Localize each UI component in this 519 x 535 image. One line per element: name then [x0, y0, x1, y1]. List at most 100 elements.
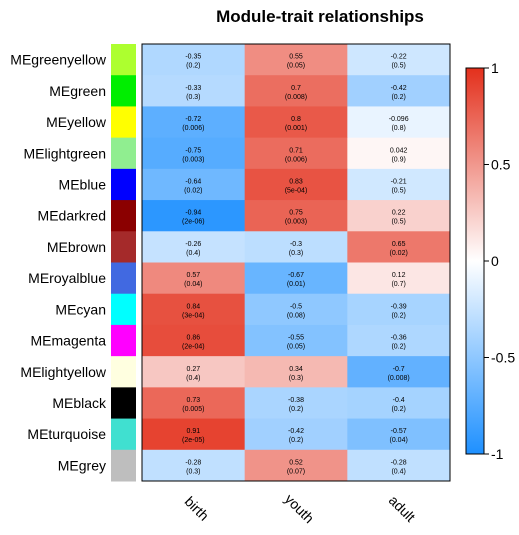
heatmap-cell: [244, 137, 348, 170]
heatmap-cell: [142, 200, 246, 232]
heatmap-cell: [142, 137, 246, 170]
cell-pvalue-label: (0.006): [285, 156, 307, 163]
row-label: MEblue: [59, 176, 107, 192]
heatmap-cell: [244, 387, 348, 420]
module-color-swatch: [111, 44, 136, 76]
module-color-swatches: [111, 44, 136, 482]
row-label: MEroyalblue: [28, 270, 106, 286]
cell-correlation-label: 0.83: [289, 178, 303, 185]
colorbar-tick-label: 1: [491, 60, 499, 76]
heatmap-cell: [244, 324, 348, 357]
module-color-swatch: [111, 293, 136, 326]
row-labels: MEgreenyellow MEgreen MEyellow MElightgreen…: [10, 52, 107, 474]
cell-pvalue-label: (0.4): [391, 468, 405, 475]
cell-pvalue-label: (0.3): [186, 94, 200, 101]
module-color-swatch: [111, 200, 136, 232]
cell-correlation-label: 0.84: [187, 303, 201, 310]
cell-pvalue-label: (0.5): [391, 63, 405, 70]
row-label: MEturquoise: [27, 426, 106, 442]
heatmap-cell: [142, 418, 246, 451]
cell-pvalue-label: (0.003): [182, 156, 204, 163]
module-color-swatch: [111, 356, 136, 388]
heatmap-cell: [244, 200, 348, 232]
cell-correlation-label: -0.55: [288, 335, 304, 342]
cell-correlation-label: -0.57: [391, 428, 407, 435]
heatmap-cell: [142, 75, 246, 107]
cell-pvalue-label: (0.008): [285, 94, 307, 101]
heatmap-cell: [244, 418, 348, 451]
heatmap-cell: [244, 262, 348, 295]
row-label: MEgreenyellow: [10, 52, 107, 68]
colorbar-gradient: [465, 67, 485, 455]
module-color-swatch: [111, 75, 136, 107]
cell-pvalue-label: (0.04): [184, 281, 202, 288]
cell-correlation-label: -0.72: [185, 116, 201, 123]
heatmap-cells: -0.35 (0.2) 0.55 (0.05) -0.22 (0.5) -0.33 (0.3)…: [142, 44, 451, 482]
cell-correlation-label: 0.042: [390, 147, 408, 154]
cell-correlation-label: 0.22: [392, 210, 406, 217]
heatmap-cell: [142, 44, 246, 76]
cell-correlation-label: -0.94: [185, 210, 201, 217]
cell-pvalue-label: (0.005): [182, 406, 204, 413]
cell-pvalue-label: (0.02): [390, 250, 408, 257]
cell-correlation-label: -0.38: [288, 397, 304, 404]
cell-pvalue-label: (0.08): [287, 312, 305, 319]
module-color-swatch: [111, 137, 136, 170]
heatmap-cell: [347, 356, 451, 388]
heatmap-cell: [347, 168, 451, 201]
column-label: adult: [386, 492, 419, 525]
cell-correlation-label: 0.73: [187, 397, 201, 404]
cell-correlation-label: -0.67: [288, 272, 304, 279]
heatmap-cell: [244, 293, 348, 326]
row-label: MElightgreen: [24, 145, 107, 161]
cell-pvalue-label: (0.05): [287, 63, 305, 70]
row-label: MEdarkred: [38, 208, 106, 224]
cell-correlation-label: -0.3: [290, 241, 302, 248]
cell-pvalue-label: (5e-04): [285, 187, 308, 194]
cell-correlation-label: 0.7: [291, 85, 301, 92]
row-label: MEgreen: [49, 83, 106, 99]
row-label: MEmagenta: [31, 333, 107, 349]
heatmap-cell: [347, 106, 451, 139]
row-label: MEblack: [52, 395, 107, 411]
cell-pvalue-label: (3e-04): [182, 312, 205, 319]
cell-correlation-label: -0.39: [391, 303, 407, 310]
heatmap-cell: [142, 324, 246, 357]
module-color-swatch: [111, 387, 136, 420]
heatmap-cell: [347, 387, 451, 420]
cell-pvalue-label: (0.04): [390, 437, 408, 444]
module-color-swatch: [111, 324, 136, 357]
heatmap-cell: [142, 262, 246, 295]
cell-correlation-label: 0.12: [392, 272, 406, 279]
cell-correlation-label: -0.22: [391, 54, 407, 61]
heatmap-cell: [347, 75, 451, 107]
heatmap-cell: [347, 200, 451, 232]
column-labels: birth youth adult: [182, 491, 419, 527]
module-color-swatch: [111, 449, 136, 482]
cell-pvalue-label: (0.2): [186, 63, 200, 70]
cell-pvalue-label: (0.02): [184, 187, 202, 194]
heatmap-cell: [142, 449, 246, 482]
cell-correlation-label: 0.57: [187, 272, 201, 279]
cell-correlation-label: -0.64: [185, 178, 201, 185]
cell-correlation-label: -0.33: [185, 85, 201, 92]
module-color-swatch: [111, 418, 136, 451]
heatmap-cell: [142, 387, 246, 420]
heatmap-cell: [244, 231, 348, 263]
column-label: youth: [282, 491, 318, 527]
heatmap-cell: [142, 356, 246, 388]
cell-pvalue-label: (0.5): [391, 219, 405, 226]
cell-pvalue-label: (0.8): [391, 125, 405, 132]
cell-pvalue-label: (0.2): [391, 406, 405, 413]
cell-pvalue-label: (0.001): [285, 125, 307, 132]
cell-pvalue-label: (0.2): [289, 406, 303, 413]
cell-pvalue-label: (0.4): [186, 375, 200, 382]
cell-pvalue-label: (0.5): [391, 187, 405, 194]
cell-correlation-label: 0.65: [392, 241, 406, 248]
cell-pvalue-label: (0.3): [289, 375, 303, 382]
heatmap-cell: [142, 168, 246, 201]
cell-pvalue-label: (0.3): [186, 468, 200, 475]
module-color-swatch: [111, 262, 136, 295]
cell-correlation-label: 0.27: [187, 366, 201, 373]
cell-correlation-label: -0.26: [185, 241, 201, 248]
